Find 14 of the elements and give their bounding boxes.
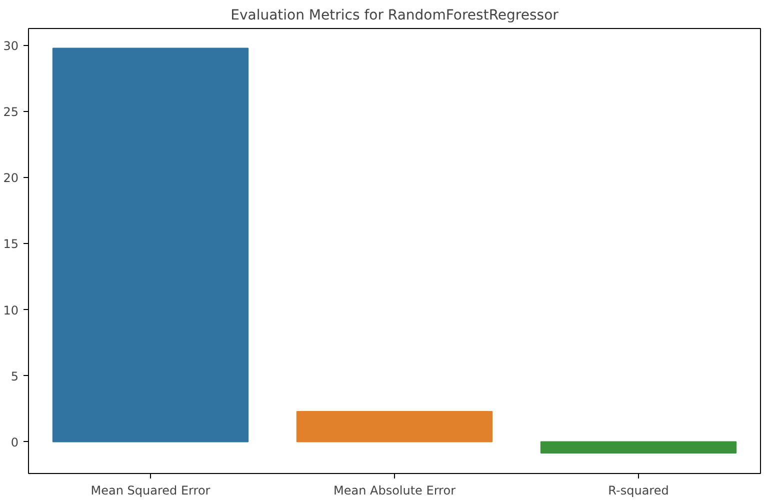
x-tick-label: R-squared — [608, 484, 669, 498]
y-tick-label: 0 — [10, 435, 19, 450]
bar — [296, 410, 493, 442]
y-tick-label: 25 — [3, 105, 19, 120]
chart-title: Evaluation Metrics for RandomForestRegressor — [230, 8, 559, 24]
bar — [52, 48, 249, 442]
x-tick-label: Mean Squared Error — [90, 484, 210, 498]
y-tick-label: 5 — [10, 369, 19, 384]
y-tick-label: 20 — [3, 171, 19, 186]
y-tick-label: 10 — [3, 303, 19, 318]
x-tick-label: Mean Absolute Error — [333, 484, 456, 498]
y-tick-label: 30 — [3, 39, 19, 54]
y-tick-label: 15 — [3, 237, 19, 252]
bar — [540, 441, 737, 454]
